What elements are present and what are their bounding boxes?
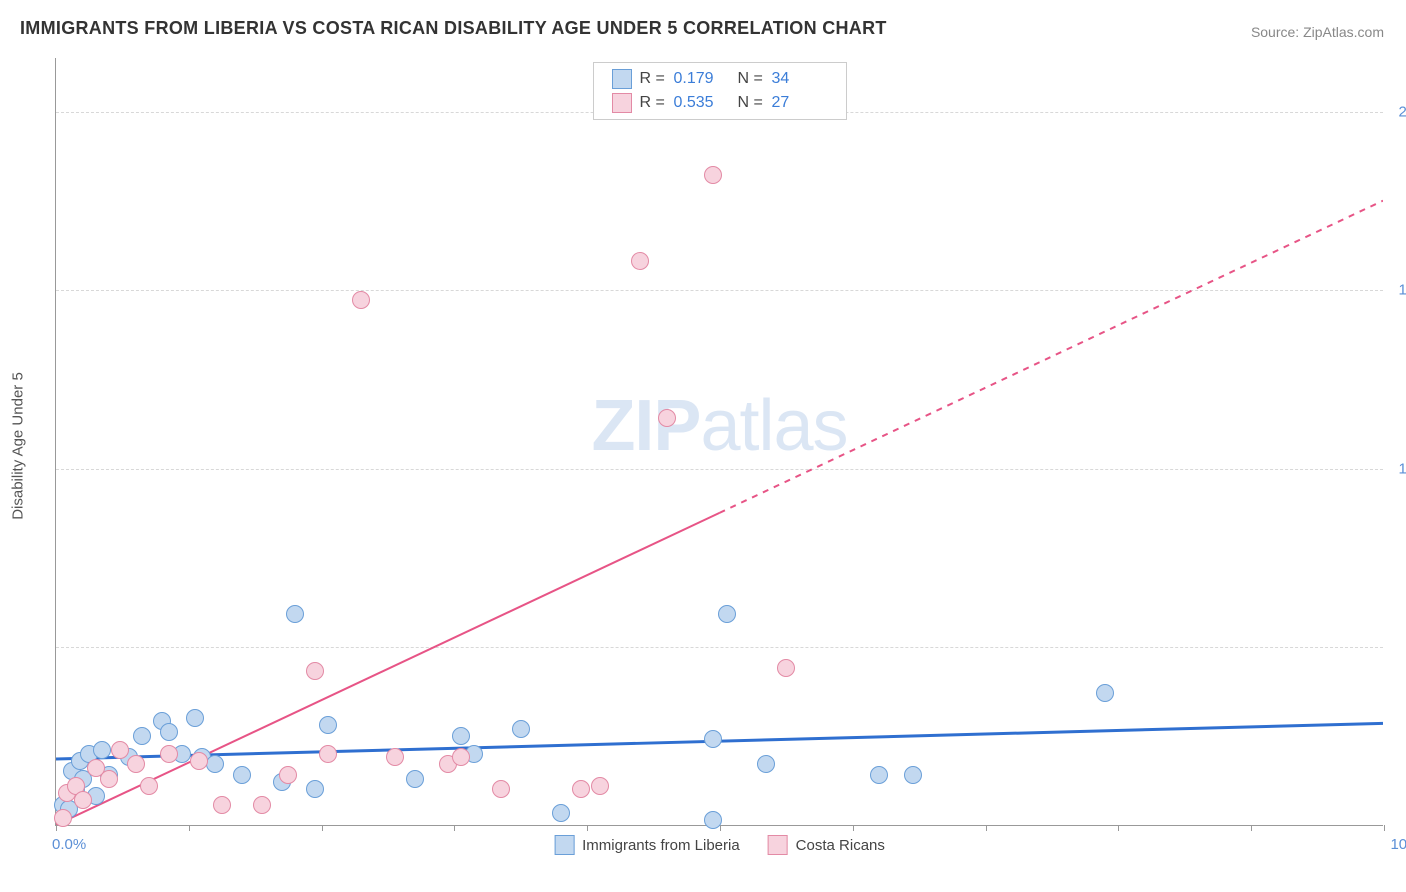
scatter-point-liberia [718, 605, 736, 623]
x-tick [1384, 825, 1385, 831]
stats-legend: R = 0.179 N = 34 R = 0.535 N = 27 [593, 62, 847, 120]
x-tick [1251, 825, 1252, 831]
scatter-point-liberia [206, 755, 224, 773]
n-value-liberia: 34 [772, 70, 828, 88]
x-tick [322, 825, 323, 831]
source-attribution: Source: ZipAtlas.com [1251, 24, 1384, 40]
scatter-point-liberia [512, 720, 530, 738]
swatch-costa-icon [768, 835, 788, 855]
watermark: ZIPatlas [591, 385, 847, 467]
scatter-point-liberia [93, 741, 111, 759]
scatter-point-liberia [233, 766, 251, 784]
legend-label: Immigrants from Liberia [582, 837, 740, 854]
scatter-point-costa [658, 409, 676, 427]
swatch-liberia-icon [554, 835, 574, 855]
scatter-point-liberia [452, 727, 470, 745]
x-tick [587, 825, 588, 831]
chart-title: IMMIGRANTS FROM LIBERIA VS COSTA RICAN D… [20, 18, 887, 39]
stats-row-liberia: R = 0.179 N = 34 [594, 67, 846, 91]
watermark-bold: ZIP [591, 386, 700, 466]
gridline [56, 647, 1383, 648]
scatter-point-liberia [133, 727, 151, 745]
scatter-point-costa [74, 791, 92, 809]
scatter-point-costa [190, 752, 208, 770]
stats-row-costa: R = 0.535 N = 27 [594, 91, 846, 115]
y-tick-label: 15.0% [1398, 282, 1406, 299]
scatter-point-costa [127, 755, 145, 773]
n-label: N = [738, 70, 764, 88]
series-legend: Immigrants from Liberia Costa Ricans [554, 835, 885, 855]
y-tick-label: 20.0% [1398, 103, 1406, 120]
n-label: N = [738, 94, 764, 112]
gridline [56, 290, 1383, 291]
swatch-costa-icon [612, 93, 632, 113]
scatter-point-costa [452, 748, 470, 766]
scatter-point-liberia [904, 766, 922, 784]
scatter-point-liberia [704, 811, 722, 829]
plot-area: ZIPatlas R = 0.179 N = 34 R = 0.535 N = … [55, 58, 1383, 826]
x-tick [454, 825, 455, 831]
scatter-point-liberia [552, 804, 570, 822]
scatter-point-costa [704, 166, 722, 184]
x-tick [189, 825, 190, 831]
scatter-point-costa [253, 796, 271, 814]
r-label: R = [640, 70, 666, 88]
scatter-point-costa [279, 766, 297, 784]
scatter-point-costa [140, 777, 158, 795]
legend-label: Costa Ricans [796, 837, 885, 854]
scatter-point-liberia [757, 755, 775, 773]
scatter-point-costa [777, 659, 795, 677]
scatter-point-liberia [186, 709, 204, 727]
watermark-rest: atlas [700, 386, 847, 466]
scatter-point-costa [572, 780, 590, 798]
x-tick [986, 825, 987, 831]
scatter-point-costa [213, 796, 231, 814]
scatter-point-costa [492, 780, 510, 798]
scatter-point-costa [386, 748, 404, 766]
scatter-point-costa [591, 777, 609, 795]
gridline [56, 469, 1383, 470]
legend-item-liberia: Immigrants from Liberia [554, 835, 740, 855]
legend-item-costa: Costa Ricans [768, 835, 885, 855]
x-tick [56, 825, 57, 831]
scatter-point-liberia [160, 723, 178, 741]
scatter-point-costa [631, 252, 649, 270]
scatter-point-costa [54, 809, 72, 827]
scatter-point-liberia [406, 770, 424, 788]
swatch-liberia-icon [612, 69, 632, 89]
scatter-point-costa [100, 770, 118, 788]
scatter-point-costa [160, 745, 178, 763]
y-tick-label: 10.0% [1398, 460, 1406, 477]
x-tick [720, 825, 721, 831]
y-axis-label: Disability Age Under 5 [10, 372, 27, 520]
scatter-point-liberia [319, 716, 337, 734]
scatter-point-liberia [306, 780, 324, 798]
n-value-costa: 27 [772, 94, 828, 112]
scatter-point-liberia [1096, 684, 1114, 702]
x-tick [1118, 825, 1119, 831]
r-value-liberia: 0.179 [674, 70, 730, 88]
x-tick [853, 825, 854, 831]
r-label: R = [640, 94, 666, 112]
r-value-costa: 0.535 [674, 94, 730, 112]
x-axis-min-label: 0.0% [52, 836, 86, 853]
scatter-point-costa [306, 662, 324, 680]
scatter-point-liberia [870, 766, 888, 784]
x-axis-max-label: 10.0% [1390, 836, 1406, 853]
scatter-point-liberia [704, 730, 722, 748]
scatter-point-costa [319, 745, 337, 763]
scatter-point-costa [111, 741, 129, 759]
scatter-point-liberia [286, 605, 304, 623]
scatter-point-costa [352, 291, 370, 309]
